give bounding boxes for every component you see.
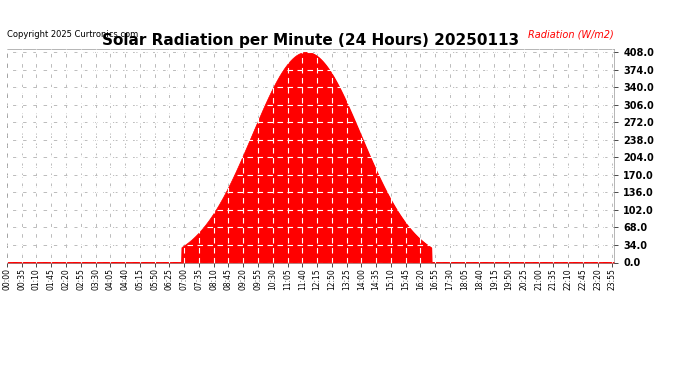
Title: Solar Radiation per Minute (24 Hours) 20250113: Solar Radiation per Minute (24 Hours) 20…: [102, 33, 519, 48]
Text: Copyright 2025 Curtronics.com: Copyright 2025 Curtronics.com: [7, 30, 138, 39]
Text: Radiation (W/m2): Radiation (W/m2): [529, 29, 614, 39]
